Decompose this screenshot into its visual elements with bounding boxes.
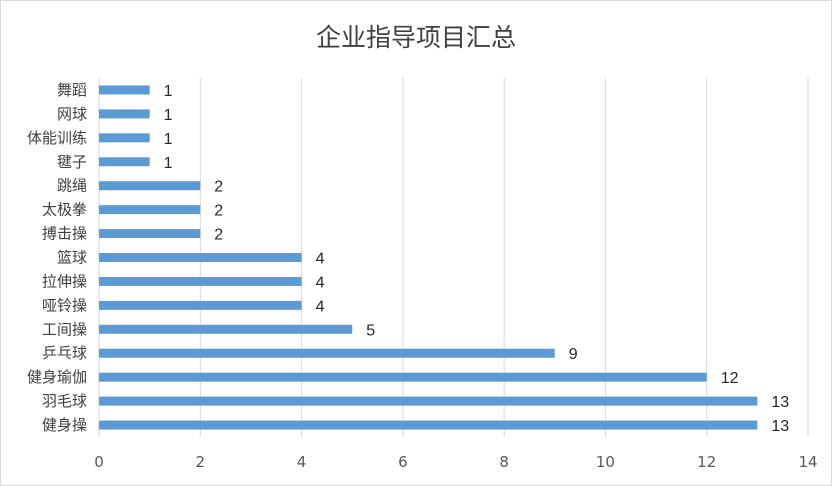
data-label: 12 [721,370,739,387]
category-label: 健身瑜伽 [27,368,87,386]
data-label: 4 [316,251,325,268]
x-tick-label: 2 [196,453,206,471]
data-labels: 13 13 12 9 5 4 4 4 2 2 2 1 1 1 1 [164,83,790,435]
bar [99,420,758,430]
data-label: 1 [164,107,173,124]
category-label: 网球 [57,105,87,123]
x-tick-label: 4 [297,453,307,471]
data-label: 5 [366,322,375,339]
data-label: 1 [164,155,173,172]
category-label: 体能训练 [27,129,87,147]
category-label: 跳绳 [57,177,87,195]
data-label: 2 [214,179,223,196]
bar [99,396,758,406]
data-label: 4 [316,274,325,291]
data-label: 1 [164,83,173,100]
category-label: 舞蹈 [57,81,87,99]
category-label: 哑铃操 [42,296,87,314]
bars [99,85,758,430]
x-tick-label: 12 [697,453,716,471]
category-label: 乒乓球 [42,344,87,362]
data-label: 13 [771,394,789,411]
x-tick-label: 6 [398,453,408,471]
category-label: 太极拳 [42,201,87,219]
bar [99,276,302,286]
data-label: 13 [771,418,789,435]
category-label: 拉伸操 [42,272,87,290]
bar [99,324,353,334]
bar [99,348,555,358]
bar [99,372,707,382]
bar [99,205,201,215]
bar [99,253,302,262]
chart-title: 企业指导项目汇总 [315,23,516,52]
category-label: 毽子 [57,153,87,171]
data-label: 4 [316,298,325,315]
category-label: 羽毛球 [42,392,87,410]
data-label: 1 [164,131,173,148]
x-tick-label: 0 [94,453,104,471]
category-label: 健身操 [42,416,87,434]
x-tick-label: 10 [596,453,615,471]
category-label: 工间操 [42,320,87,338]
bar [99,109,150,119]
data-label: 9 [569,346,578,363]
bar [99,181,201,191]
data-label: 2 [214,203,223,220]
x-tick-label: 8 [499,453,509,471]
category-label: 搏击操 [42,225,87,243]
bar [99,157,150,167]
x-tick-label: 14 [798,453,817,471]
category-labels: 健身操 羽毛球 健身瑜伽 乒乓球 工间操 哑铃操 拉伸操 篮球 搏击操 太极拳 跳绳 毽子 体能训练 网球… [27,81,87,434]
bar [99,229,201,239]
bar [99,300,302,310]
category-label: 篮球 [57,249,87,267]
bar [99,133,150,143]
data-label: 2 [214,227,223,244]
x-axis-tick-labels: 0 2 4 6 8 10 12 14 [94,453,817,471]
bar [99,85,150,95]
